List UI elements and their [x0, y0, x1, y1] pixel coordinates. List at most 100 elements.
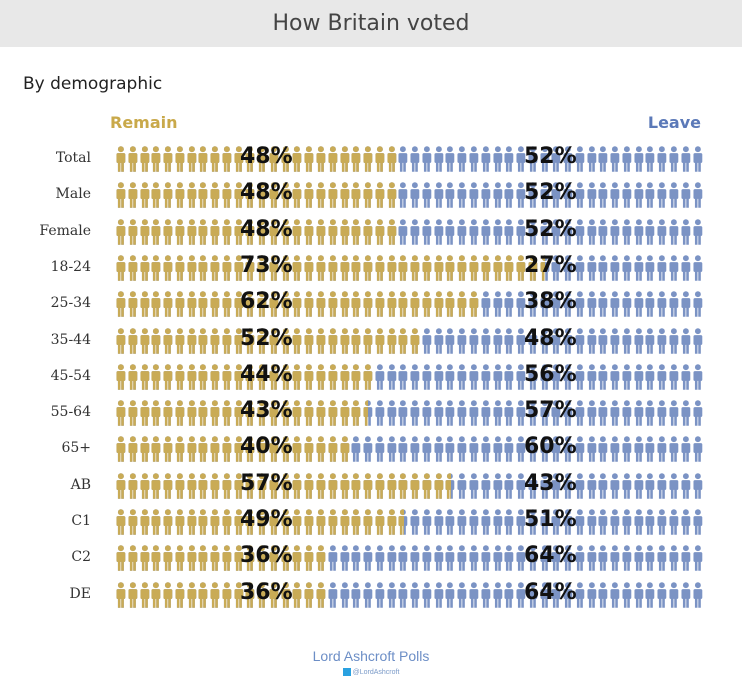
remain-value-label: 48%	[240, 180, 293, 206]
category-label: AB	[70, 476, 91, 493]
person-icon	[622, 400, 632, 426]
person-icon	[328, 472, 338, 499]
person-icon	[504, 545, 514, 572]
person-icon	[551, 327, 561, 354]
person-icon	[598, 364, 608, 390]
person-icon	[328, 545, 338, 572]
person-icon	[163, 364, 173, 390]
person-icon	[222, 545, 232, 572]
person-icon	[645, 472, 655, 499]
person-icon	[516, 327, 526, 354]
remain-value-label: 48%	[240, 216, 293, 242]
person-icon	[410, 327, 420, 354]
person-icon	[598, 218, 608, 245]
person-icon	[387, 581, 396, 608]
person-icon	[634, 218, 643, 245]
person-icon	[304, 436, 314, 463]
person-icon	[140, 472, 149, 499]
bar	[115, 145, 705, 173]
bar	[115, 508, 705, 536]
person-icon	[422, 218, 432, 245]
leave-value-label: 27%	[524, 252, 577, 278]
remain-bar	[115, 544, 327, 572]
person-icon	[445, 364, 455, 390]
person-icon	[257, 581, 267, 608]
person-icon	[304, 581, 314, 608]
person-icon	[445, 472, 451, 499]
person-icon	[351, 364, 361, 390]
person-icon	[151, 545, 161, 572]
row-total: Total 48% 52%	[0, 143, 742, 173]
person-icon	[445, 182, 455, 209]
person-icon	[245, 146, 255, 172]
person-icon	[622, 364, 632, 390]
person-icon	[610, 146, 620, 172]
category-label: Female	[39, 222, 91, 239]
person-icon	[375, 436, 385, 463]
person-icon	[610, 472, 620, 499]
person-icon	[340, 436, 349, 463]
person-icon	[340, 146, 349, 172]
person-icon	[328, 255, 338, 281]
remain-value-label: 44%	[240, 361, 293, 387]
person-icon	[187, 364, 196, 390]
row-45-54: 45-54 44% 56%	[0, 361, 742, 391]
person-icon	[245, 255, 255, 281]
person-icon	[351, 146, 361, 172]
person-icon	[316, 146, 326, 172]
remain-bar	[115, 581, 327, 609]
person-icon	[422, 472, 432, 499]
person-icon	[634, 146, 643, 172]
person-icon	[375, 291, 385, 317]
person-icon	[492, 436, 502, 463]
bar	[115, 363, 705, 391]
person-icon	[422, 364, 432, 390]
person-icon	[563, 291, 573, 317]
person-icon	[340, 255, 349, 281]
person-icon	[681, 509, 691, 535]
person-icon	[563, 436, 573, 463]
person-icon	[669, 291, 679, 317]
person-icon	[210, 472, 220, 499]
person-icon	[128, 509, 138, 535]
person-icon	[587, 436, 596, 463]
person-icon	[234, 509, 243, 535]
person-icon	[692, 327, 702, 354]
person-icon	[598, 327, 608, 354]
person-icon	[363, 545, 373, 572]
person-icon	[681, 327, 691, 354]
person-icon	[398, 364, 408, 390]
person-icon	[304, 364, 314, 390]
person-icon	[175, 146, 185, 172]
bar	[115, 544, 705, 572]
person-icon	[151, 472, 161, 499]
person-icon	[128, 146, 138, 172]
person-icon	[163, 291, 173, 317]
person-icon	[551, 291, 561, 317]
person-icon	[434, 364, 443, 390]
person-icon	[210, 509, 220, 535]
person-icon	[328, 291, 338, 317]
person-icon	[116, 436, 126, 463]
person-icon	[657, 327, 667, 354]
leave-value-label: 38%	[524, 289, 577, 315]
person-icon	[434, 509, 443, 535]
person-icon	[681, 291, 691, 317]
leave-value-label: 64%	[524, 543, 577, 569]
person-icon	[504, 218, 514, 245]
person-icon	[669, 581, 679, 608]
person-icon	[492, 472, 502, 499]
person-icon	[434, 327, 443, 354]
person-icon	[387, 509, 396, 535]
person-icon	[116, 255, 126, 281]
person-icon	[645, 327, 655, 354]
person-icon	[375, 218, 385, 245]
person-icon	[457, 255, 467, 281]
person-icon	[587, 472, 596, 499]
person-icon	[245, 581, 255, 608]
person-icon	[551, 146, 561, 172]
person-icon	[140, 327, 149, 354]
person-icon	[634, 545, 643, 572]
leave-value-label: 57%	[524, 398, 577, 424]
person-icon	[363, 327, 373, 354]
